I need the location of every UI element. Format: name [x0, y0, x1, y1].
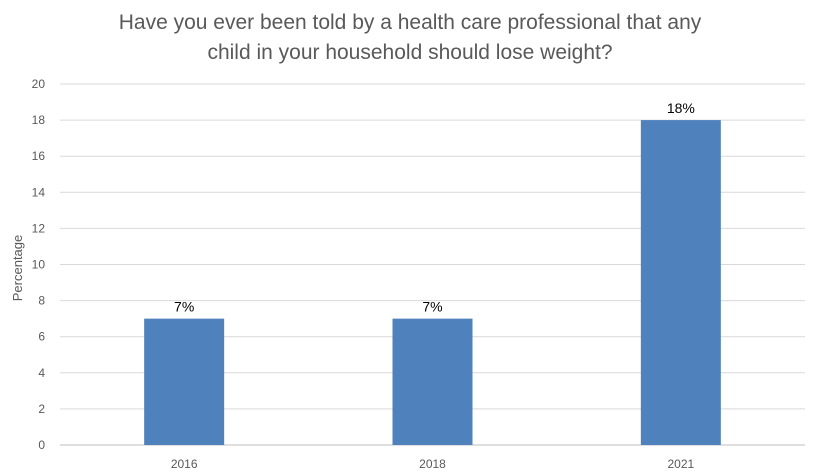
y-tick-label: 4 — [38, 366, 45, 380]
bar-2021 — [640, 120, 721, 445]
bar-2018 — [392, 318, 473, 445]
data-labels: 7% 7% 18% — [174, 100, 695, 315]
bar-2016 — [144, 318, 225, 445]
y-axis-label: Percentage — [10, 235, 25, 302]
y-tick-label: 2 — [38, 402, 45, 416]
data-label-2021: 18% — [667, 100, 695, 116]
y-tick-label: 20 — [32, 77, 46, 91]
y-tick-label: 12 — [32, 221, 46, 235]
chart-title-line-1: Have you ever been told by a health care… — [118, 11, 702, 34]
bars — [144, 120, 721, 445]
x-axis: 2016 2018 2021 — [171, 457, 695, 471]
x-tick-label-2021: 2021 — [667, 457, 694, 471]
x-tick-label-2016: 2016 — [171, 457, 198, 471]
x-tick-label-2018: 2018 — [419, 457, 446, 471]
y-axis: 0 2 4 6 8 10 12 14 16 18 20 — [32, 77, 46, 452]
chart-title: Have you ever been told by a health care… — [0, 8, 820, 68]
y-tick-label: 0 — [38, 438, 45, 452]
data-label-2016: 7% — [174, 299, 194, 315]
data-label-2018: 7% — [422, 299, 442, 315]
y-tick-label: 6 — [38, 330, 45, 344]
y-tick-label: 14 — [32, 185, 46, 199]
y-tick-label: 8 — [38, 294, 45, 308]
y-tick-label: 10 — [32, 258, 46, 272]
y-tick-label: 16 — [32, 149, 46, 163]
chart-title-line-2: child in your household should lose weig… — [207, 41, 613, 64]
y-tick-label: 18 — [32, 113, 46, 127]
